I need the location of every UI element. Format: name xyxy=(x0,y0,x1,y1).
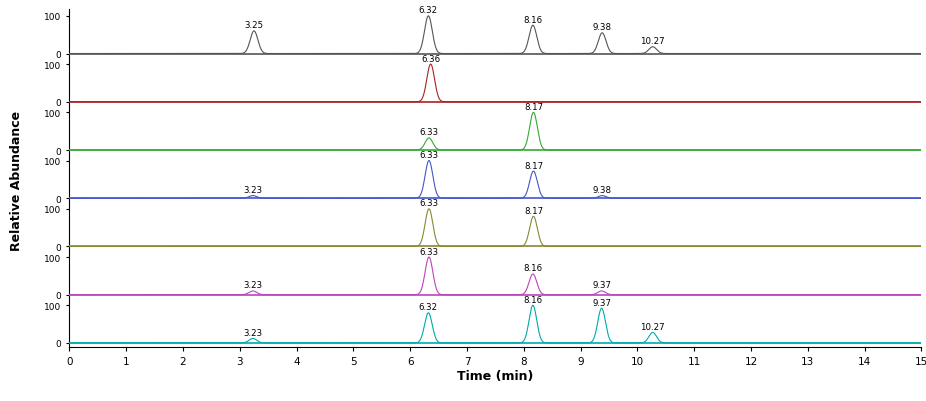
Text: 3.23: 3.23 xyxy=(244,186,262,194)
Text: 8.16: 8.16 xyxy=(523,264,543,273)
Text: 6.36: 6.36 xyxy=(421,55,440,63)
Text: Relative Abundance: Relative Abundance xyxy=(10,111,23,250)
Text: 9.37: 9.37 xyxy=(592,298,611,307)
Text: 9.38: 9.38 xyxy=(593,23,612,32)
Text: 8.17: 8.17 xyxy=(524,161,543,170)
Text: 3.23: 3.23 xyxy=(244,281,262,290)
Text: 6.33: 6.33 xyxy=(419,151,439,160)
Text: 10.27: 10.27 xyxy=(641,37,665,46)
Text: 6.33: 6.33 xyxy=(419,247,439,256)
Text: 3.25: 3.25 xyxy=(244,21,264,30)
Text: 8.16: 8.16 xyxy=(523,16,543,25)
Text: 6.33: 6.33 xyxy=(419,128,439,137)
Text: 8.17: 8.17 xyxy=(524,103,543,111)
Text: 8.17: 8.17 xyxy=(524,206,543,215)
Text: 6.33: 6.33 xyxy=(419,199,439,208)
Text: 8.16: 8.16 xyxy=(523,295,543,304)
Text: 6.32: 6.32 xyxy=(419,302,438,312)
X-axis label: Time (min): Time (min) xyxy=(457,369,533,382)
Text: 10.27: 10.27 xyxy=(641,322,665,331)
Text: 6.32: 6.32 xyxy=(419,6,438,15)
Text: 9.38: 9.38 xyxy=(593,186,612,194)
Text: 3.23: 3.23 xyxy=(244,328,262,337)
Text: 9.37: 9.37 xyxy=(592,281,611,290)
